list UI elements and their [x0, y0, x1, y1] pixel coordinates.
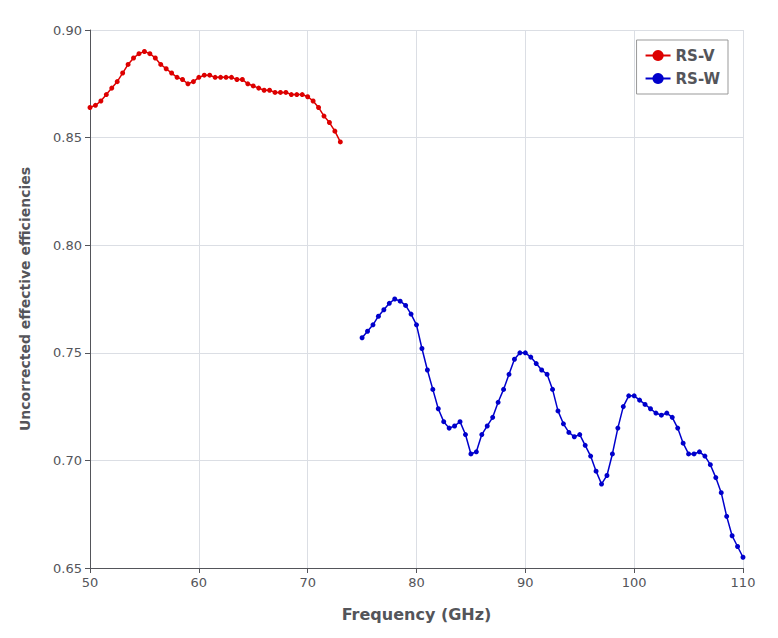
svg-text:110: 110 — [731, 575, 756, 590]
svg-text:60: 60 — [191, 575, 208, 590]
svg-text:0.90: 0.90 — [53, 23, 82, 38]
svg-text:0.80: 0.80 — [53, 238, 82, 253]
svg-text:0.70: 0.70 — [53, 453, 82, 468]
svg-text:RS-W: RS-W — [676, 70, 721, 88]
svg-text:100: 100 — [622, 575, 647, 590]
svg-text:70: 70 — [299, 575, 316, 590]
svg-text:Uncorrected effective efficien: Uncorrected effective efficiencies — [17, 167, 33, 431]
svg-text:0.75: 0.75 — [53, 345, 82, 360]
svg-text:0.85: 0.85 — [53, 130, 82, 145]
svg-text:RS-V: RS-V — [676, 47, 715, 65]
svg-text:0.65: 0.65 — [53, 561, 82, 576]
svg-text:Frequency (GHz): Frequency (GHz) — [342, 605, 492, 624]
svg-text:50: 50 — [82, 575, 99, 590]
svg-text:80: 80 — [408, 575, 425, 590]
svg-text:90: 90 — [517, 575, 534, 590]
